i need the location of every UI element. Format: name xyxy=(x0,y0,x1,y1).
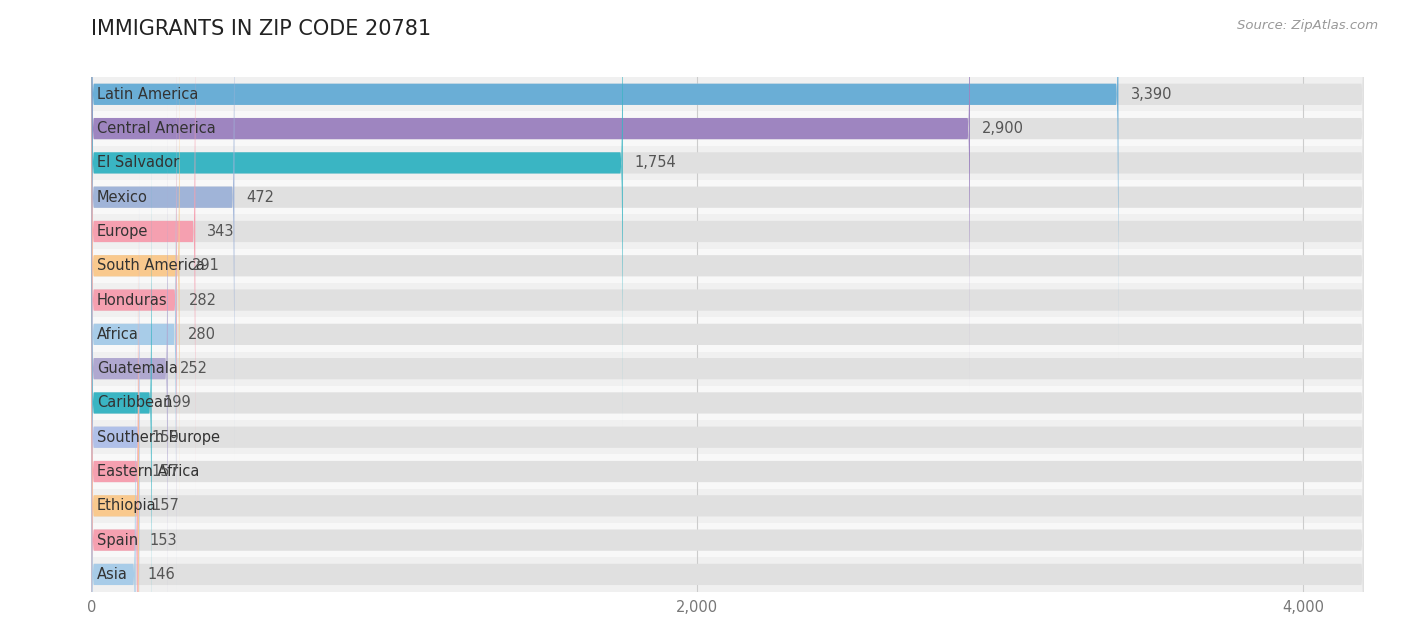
FancyBboxPatch shape xyxy=(91,208,139,643)
FancyBboxPatch shape xyxy=(91,105,167,632)
Text: South America: South America xyxy=(97,258,205,273)
Text: 252: 252 xyxy=(180,361,208,376)
Text: Latin America: Latin America xyxy=(97,87,198,102)
FancyBboxPatch shape xyxy=(91,386,1364,420)
Text: 343: 343 xyxy=(208,224,235,239)
FancyBboxPatch shape xyxy=(91,214,1364,249)
FancyBboxPatch shape xyxy=(91,276,138,643)
FancyBboxPatch shape xyxy=(91,283,1364,317)
FancyBboxPatch shape xyxy=(91,37,177,564)
FancyBboxPatch shape xyxy=(91,242,139,643)
Text: 291: 291 xyxy=(191,258,219,273)
FancyBboxPatch shape xyxy=(91,0,970,392)
Text: 157: 157 xyxy=(150,464,179,479)
Text: IMMIGRANTS IN ZIP CODE 20781: IMMIGRANTS IN ZIP CODE 20781 xyxy=(91,19,432,39)
Text: Caribbean: Caribbean xyxy=(97,395,172,410)
FancyBboxPatch shape xyxy=(91,523,1364,557)
FancyBboxPatch shape xyxy=(91,105,1364,632)
FancyBboxPatch shape xyxy=(91,0,195,495)
FancyBboxPatch shape xyxy=(91,0,1364,426)
Text: Africa: Africa xyxy=(97,327,139,342)
FancyBboxPatch shape xyxy=(91,71,1364,598)
FancyBboxPatch shape xyxy=(91,455,1364,489)
FancyBboxPatch shape xyxy=(91,0,1364,495)
FancyBboxPatch shape xyxy=(91,0,623,426)
FancyBboxPatch shape xyxy=(91,311,135,643)
Text: 199: 199 xyxy=(163,395,191,410)
Text: 2,900: 2,900 xyxy=(981,121,1024,136)
FancyBboxPatch shape xyxy=(91,317,1364,352)
Text: 280: 280 xyxy=(188,327,217,342)
FancyBboxPatch shape xyxy=(91,0,1364,358)
FancyBboxPatch shape xyxy=(91,174,1364,643)
Text: Europe: Europe xyxy=(97,224,148,239)
FancyBboxPatch shape xyxy=(91,111,1364,146)
Text: Asia: Asia xyxy=(97,567,128,582)
FancyBboxPatch shape xyxy=(91,242,1364,643)
FancyBboxPatch shape xyxy=(91,37,1364,564)
Text: Guatemala: Guatemala xyxy=(97,361,177,376)
FancyBboxPatch shape xyxy=(91,276,1364,643)
Text: 3,390: 3,390 xyxy=(1130,87,1173,102)
Text: Central America: Central America xyxy=(97,121,215,136)
FancyBboxPatch shape xyxy=(91,208,1364,643)
FancyBboxPatch shape xyxy=(91,174,139,643)
Text: Ethiopia: Ethiopia xyxy=(97,498,156,513)
FancyBboxPatch shape xyxy=(91,146,1364,180)
FancyBboxPatch shape xyxy=(91,420,1364,455)
FancyBboxPatch shape xyxy=(91,0,235,461)
Text: El Salvador: El Salvador xyxy=(97,156,179,170)
FancyBboxPatch shape xyxy=(91,180,1364,214)
Text: 153: 153 xyxy=(150,532,177,548)
Text: Southern Europe: Southern Europe xyxy=(97,430,219,445)
Text: 282: 282 xyxy=(188,293,217,307)
FancyBboxPatch shape xyxy=(91,0,1364,392)
FancyBboxPatch shape xyxy=(91,0,1118,358)
FancyBboxPatch shape xyxy=(91,77,1364,111)
Text: Mexico: Mexico xyxy=(97,190,148,204)
FancyBboxPatch shape xyxy=(91,352,1364,386)
Text: 472: 472 xyxy=(246,190,274,204)
FancyBboxPatch shape xyxy=(91,311,1364,643)
FancyBboxPatch shape xyxy=(91,2,1364,529)
Text: 159: 159 xyxy=(152,430,180,445)
FancyBboxPatch shape xyxy=(91,0,1364,461)
FancyBboxPatch shape xyxy=(91,71,176,598)
Text: Eastern Africa: Eastern Africa xyxy=(97,464,200,479)
Text: 1,754: 1,754 xyxy=(636,156,676,170)
Text: Spain: Spain xyxy=(97,532,138,548)
FancyBboxPatch shape xyxy=(91,140,1364,643)
FancyBboxPatch shape xyxy=(91,140,152,643)
Text: Source: ZipAtlas.com: Source: ZipAtlas.com xyxy=(1237,19,1378,32)
FancyBboxPatch shape xyxy=(91,249,1364,283)
FancyBboxPatch shape xyxy=(91,489,1364,523)
Text: 146: 146 xyxy=(148,567,176,582)
Text: 157: 157 xyxy=(150,498,179,513)
FancyBboxPatch shape xyxy=(91,2,180,529)
FancyBboxPatch shape xyxy=(91,557,1364,592)
Text: Honduras: Honduras xyxy=(97,293,167,307)
